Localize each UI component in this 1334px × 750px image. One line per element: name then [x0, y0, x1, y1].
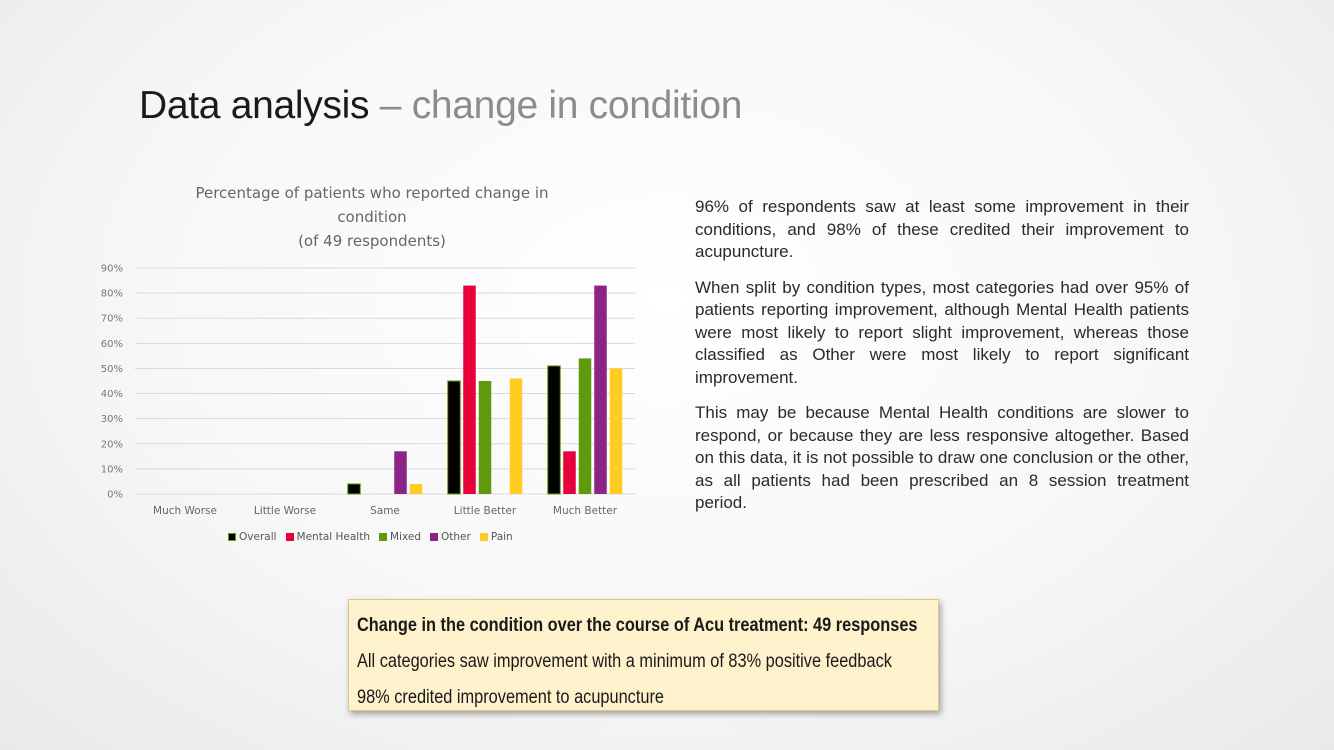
y-tick-label: 70% — [101, 314, 123, 325]
legend-label: Mental Health — [296, 531, 370, 543]
bar-mixed — [478, 381, 492, 494]
bar-pain — [609, 368, 623, 494]
x-category-label: Little Better — [454, 505, 517, 517]
legend-swatch — [285, 533, 294, 541]
y-tick-label: 30% — [101, 414, 123, 425]
x-category-label: Much Better — [553, 505, 618, 517]
x-category-label: Little Worse — [254, 505, 316, 517]
slide-title-main: Data analysis — [139, 84, 370, 127]
legend-item: Pain — [479, 531, 513, 543]
legend-label: Overall — [239, 531, 277, 543]
callout-heading: Change in the condition over the course … — [357, 615, 918, 636]
slide-title-sub: change in condition — [411, 84, 743, 127]
bar-overall — [447, 380, 461, 495]
callout-line-1: All categories saw improvement with a mi… — [357, 651, 892, 672]
paragraph-1: 96% of respondents saw at least some imp… — [695, 197, 1189, 261]
y-tick-label: 20% — [101, 439, 123, 450]
y-tick-label: 60% — [101, 339, 123, 350]
callout-line-2: 98% credited improvement to acupuncture — [357, 687, 665, 708]
legend-item: Mixed — [379, 531, 421, 543]
y-tick-label: 50% — [101, 364, 123, 375]
chart-title-line-3: (of 49 respondents) — [298, 232, 446, 250]
summary-callout: Change in the condition over the course … — [348, 599, 939, 711]
legend-swatch — [379, 533, 387, 541]
bar-other — [394, 451, 407, 494]
paragraph-2: When split by condition types, most cate… — [695, 277, 1189, 387]
x-category-label: Much Worse — [153, 505, 217, 517]
legend-item: Other — [430, 531, 471, 543]
paragraph-3: This may be because Mental Health condit… — [695, 403, 1189, 512]
bar-mixed — [578, 358, 592, 494]
legend-label: Pain — [490, 531, 513, 543]
y-tick-label: 80% — [101, 289, 123, 300]
legend-swatch — [228, 533, 236, 541]
legend-swatch — [479, 533, 488, 541]
y-tick-label: 0% — [107, 490, 123, 501]
chart-title-line-1: Percentage of patients who reported chan… — [195, 184, 549, 202]
y-tick-label: 40% — [101, 389, 123, 400]
legend-item: Overall — [228, 531, 277, 543]
legend-label: Mixed — [390, 531, 421, 543]
legend-item: Mental Health — [285, 531, 370, 543]
bar-overall — [547, 365, 561, 495]
legend-swatch — [430, 533, 438, 541]
chart-title-line-2: condition — [337, 208, 407, 226]
bar-overall — [347, 483, 361, 495]
slide-title-dash: – — [379, 84, 402, 127]
x-category-label: Same — [370, 505, 400, 517]
bar-pain — [409, 483, 423, 494]
legend-label: Other — [441, 531, 471, 543]
y-tick-label: 10% — [101, 464, 123, 475]
y-tick-label: 90% — [101, 264, 123, 275]
bar-other — [594, 285, 607, 494]
bar-mental-health — [463, 285, 476, 494]
bar-chart: 0% 10% 20% 30% 40% 50% 60% 70% 80% 90% Much Worse L… — [101, 264, 635, 517]
bar-mental-health — [563, 451, 576, 494]
slide-title: Data analysis – change in condition — [139, 84, 742, 128]
analysis-text: 96% of respondents saw at least some imp… — [695, 196, 1189, 528]
chart-legend: Overall Mental Health Mixed Other Pain — [228, 531, 513, 543]
chart-title: Percentage of patients who reported chan… — [150, 181, 594, 253]
bar-pain — [509, 378, 523, 494]
